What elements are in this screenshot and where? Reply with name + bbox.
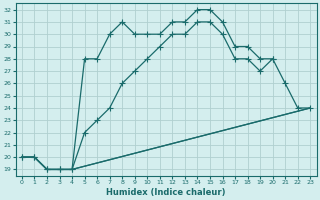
- X-axis label: Humidex (Indice chaleur): Humidex (Indice chaleur): [106, 188, 226, 197]
